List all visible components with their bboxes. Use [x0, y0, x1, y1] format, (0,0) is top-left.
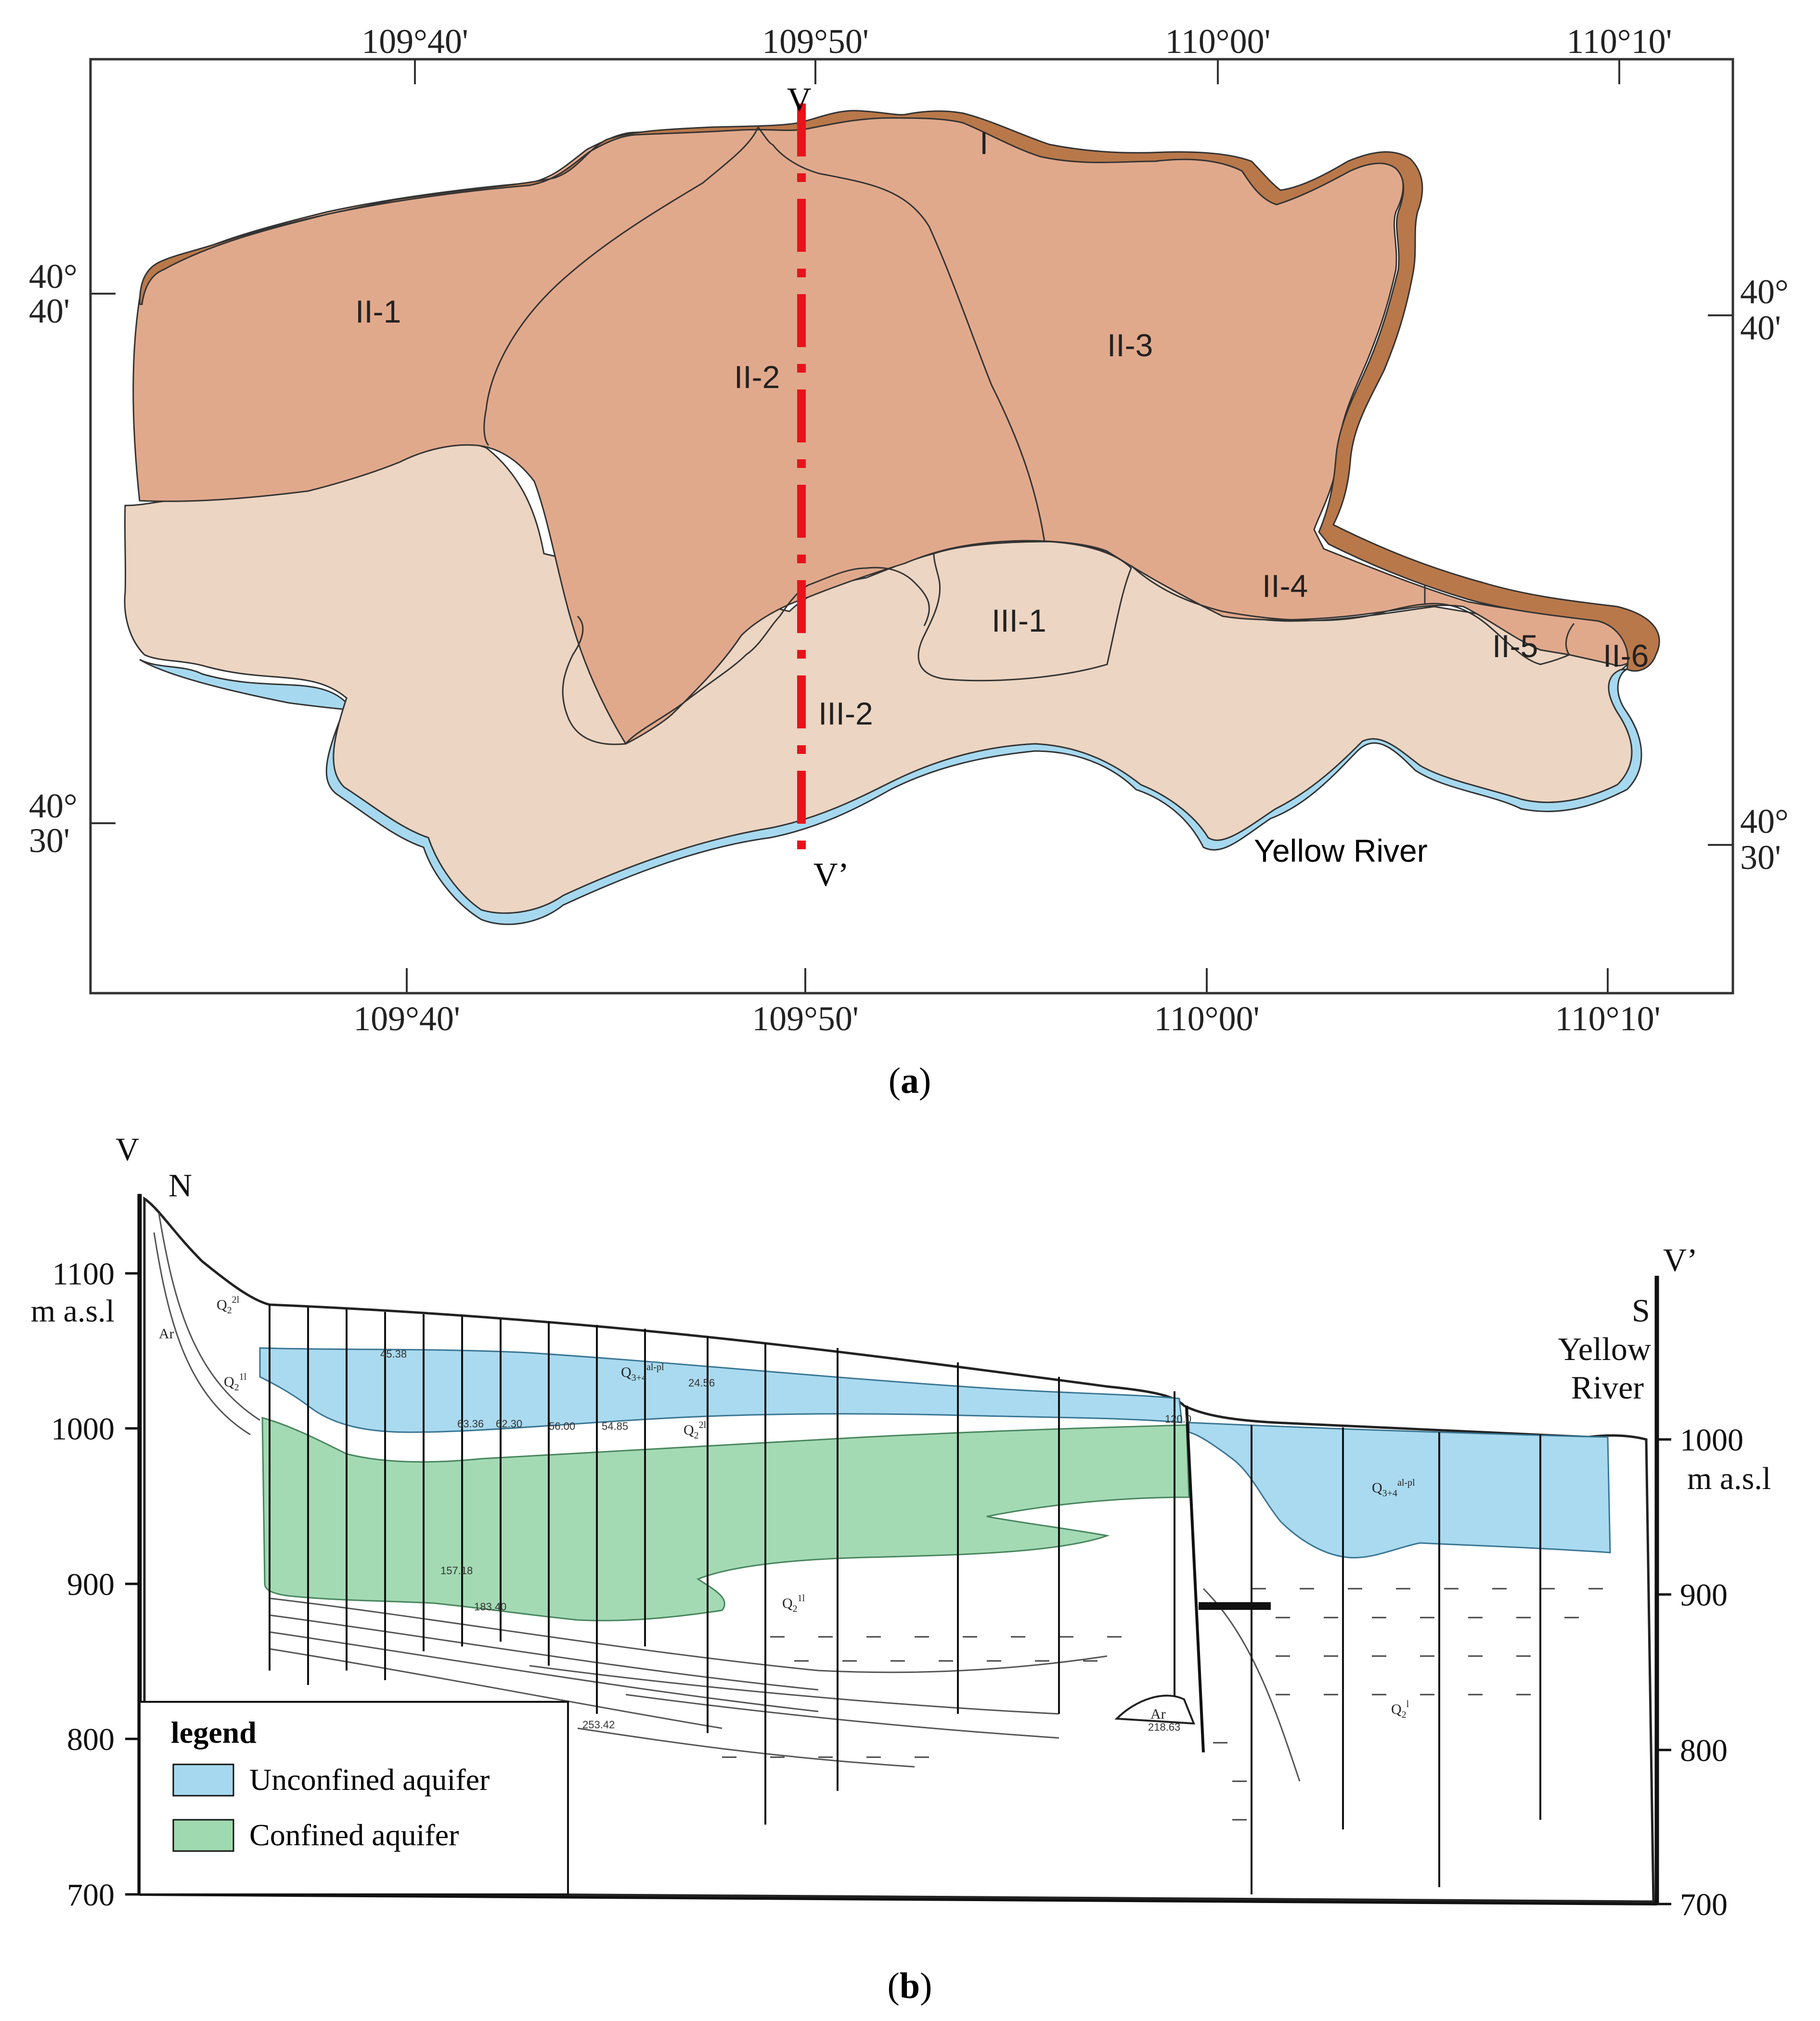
left-axis-labels: 1100 m a.s.l 1000 900 800 700: [31, 1257, 115, 1913]
zone-iii-1-region: [917, 541, 1132, 682]
panel-a-map: I II-1 II-2 II-3 II-4 II-5 II-6 III-1 II…: [29, 22, 1789, 1101]
zone-label-ii-5: II-5: [1492, 628, 1538, 664]
right-axis-unit: m a.s.l: [1687, 1461, 1771, 1496]
left-axis-unit: m a.s.l: [31, 1294, 115, 1329]
well-value: 62.30: [496, 1418, 522, 1430]
bottom-lon-3: 110°00': [1154, 999, 1259, 1038]
zone-label-iii-2: III-2: [818, 696, 873, 731]
top-ticks: [90, 59, 1733, 993]
legend-label-confined: Confined aquifer: [249, 1818, 459, 1852]
stratum-q2-l-south: Q2l: [1391, 1699, 1409, 1720]
bottom-lon-1: 109°40': [353, 999, 460, 1038]
section-end-labels: V N V’ S Yellow River: [116, 1131, 1698, 1406]
well-value: 218.63: [1148, 1721, 1180, 1733]
well-value: 183.40: [474, 1601, 506, 1613]
bottom-lon-2: 109°50': [752, 999, 859, 1038]
well-value: 24.56: [688, 1377, 715, 1389]
top-lon-1: 109°40': [361, 22, 468, 61]
stratum-q2-1l-mid: Q21l: [782, 1593, 805, 1614]
section-right-end: V’: [1663, 1242, 1698, 1278]
left-lat-1-min: 40': [29, 292, 70, 330]
river-label-line2: River: [1571, 1369, 1644, 1406]
map-frame: [89, 58, 1734, 995]
zone-label-ii-6: II-6: [1603, 638, 1649, 674]
section-end-label: V’: [813, 856, 849, 894]
left-axis-label: 900: [67, 1567, 115, 1602]
well-value: 45.38: [380, 1348, 407, 1360]
stratum-q2-1l-left: Q21l: [224, 1372, 247, 1393]
left-lat-1-deg: 40°: [29, 257, 77, 296]
right-lat-1-deg: 40°: [1740, 272, 1789, 311]
well-value: 120.0: [1165, 1413, 1191, 1425]
fault-line: [1185, 1405, 1205, 1753]
caption-a: (a): [889, 1061, 931, 1101]
coordinate-labels: 109°40' 109°50' 110°00' 110°10' 109°40' …: [353, 22, 1672, 1038]
stratum-q2-2l-top: Q22l: [217, 1295, 240, 1316]
well-value: 63.36: [457, 1418, 484, 1430]
latitude-labels: 40° 40' 40° 30' 40° 40' 40° 30': [29, 257, 1789, 877]
legend-swatch-confined: [172, 1819, 234, 1852]
zone-label-i: I: [980, 125, 988, 161]
legend-box: [139, 1701, 569, 1895]
zone-label-iii-1: III-1: [992, 603, 1046, 638]
section-left-end: V: [116, 1131, 139, 1167]
stratum-ar-left: Ar: [159, 1326, 174, 1342]
right-axis-label: 700: [1680, 1887, 1728, 1922]
top-lon-2: 109°50': [762, 22, 869, 61]
left-lat-2-deg: 40°: [29, 787, 77, 825]
left-lat-2-min: 30': [29, 821, 70, 860]
clay-dashes: [722, 1588, 1603, 1821]
legend-title: legend: [171, 1715, 257, 1749]
left-axis-label: 700: [67, 1878, 115, 1913]
right-axis-ticks: [1657, 1438, 1671, 1905]
stratum-labels: Q22l Q21l Ar Q3+4al-pl Q22l Q21l Q3+4al-…: [159, 1295, 1415, 1722]
bottom-lon-4: 110°10': [1555, 999, 1660, 1038]
zone-label-ii-1: II-1: [355, 294, 401, 329]
caption-b: (b): [888, 1966, 932, 2006]
north-label: N: [168, 1167, 192, 1204]
river-label-line1: Yellow: [1558, 1331, 1651, 1367]
zone-i-region: [139, 110, 1660, 672]
left-axis-label: 1100: [52, 1257, 115, 1292]
top-lon-3: 110°00': [1165, 22, 1270, 61]
bottom-line: [139, 1893, 1657, 1905]
left-axis-label: 800: [67, 1722, 115, 1757]
well-value: 54.85: [602, 1420, 628, 1432]
stratum-q2-2l-mid: Q22l: [684, 1420, 707, 1441]
right-axis-labels: 1000 m a.s.l 900 800 700: [1680, 1423, 1771, 1922]
right-lat-2-min: 30': [1740, 838, 1781, 877]
south-label: S: [1632, 1292, 1650, 1329]
boreholes: [269, 1305, 1541, 1894]
unconfined-aquifer-south: [1188, 1422, 1611, 1559]
stratum-q34-north: Q3+4al-pl: [621, 1362, 664, 1383]
right-lat-2-deg: 40°: [1740, 802, 1789, 841]
unconfined-aquifer-north: [259, 1347, 1183, 1433]
zone-label-ii-2: II-2: [734, 359, 780, 395]
zone-boundaries: [483, 127, 1575, 665]
top-lon-4: 110°10': [1566, 22, 1672, 61]
bedrock-ar-mound: [1114, 1695, 1196, 1725]
right-axis-label: 1000: [1680, 1423, 1743, 1458]
zone-labels: I II-1 II-2 II-3 II-4 II-5 II-6 III-1 II…: [355, 125, 1649, 731]
zone-label-ii-4: II-4: [1262, 568, 1308, 604]
zone-label-ii-3: II-3: [1107, 327, 1153, 363]
well-value: 56.00: [549, 1420, 575, 1432]
well-values: 45.38 24.56 63.36 62.30 56.00 54.85 157.…: [380, 1348, 1191, 1733]
legend-swatch-unconfined: [172, 1763, 234, 1797]
panel-b-section: Q22l Q21l Ar Q3+4al-pl Q22l Q21l Q3+4al-…: [31, 1131, 1771, 2006]
stratum-ar-south: Ar: [1150, 1706, 1166, 1722]
left-axis-label: 1000: [51, 1412, 115, 1447]
legend: legend Unconfined aquifer Confined aquif…: [139, 1701, 569, 1895]
river-label: Yellow River: [1254, 833, 1428, 868]
well-value: 253.42: [582, 1719, 615, 1731]
right-axis-label: 800: [1680, 1733, 1728, 1768]
stratum-q34-south: Q3+4al-pl: [1372, 1477, 1415, 1499]
well-value: 157.18: [440, 1565, 473, 1577]
right-lat-1-min: 40': [1740, 309, 1781, 347]
black-bar: [1199, 1602, 1271, 1610]
left-axis-ticks: [125, 1272, 140, 1896]
right-axis-label: 900: [1680, 1578, 1728, 1613]
section-start-label: V: [787, 81, 812, 118]
legend-label-unconfined: Unconfined aquifer: [249, 1762, 490, 1797]
